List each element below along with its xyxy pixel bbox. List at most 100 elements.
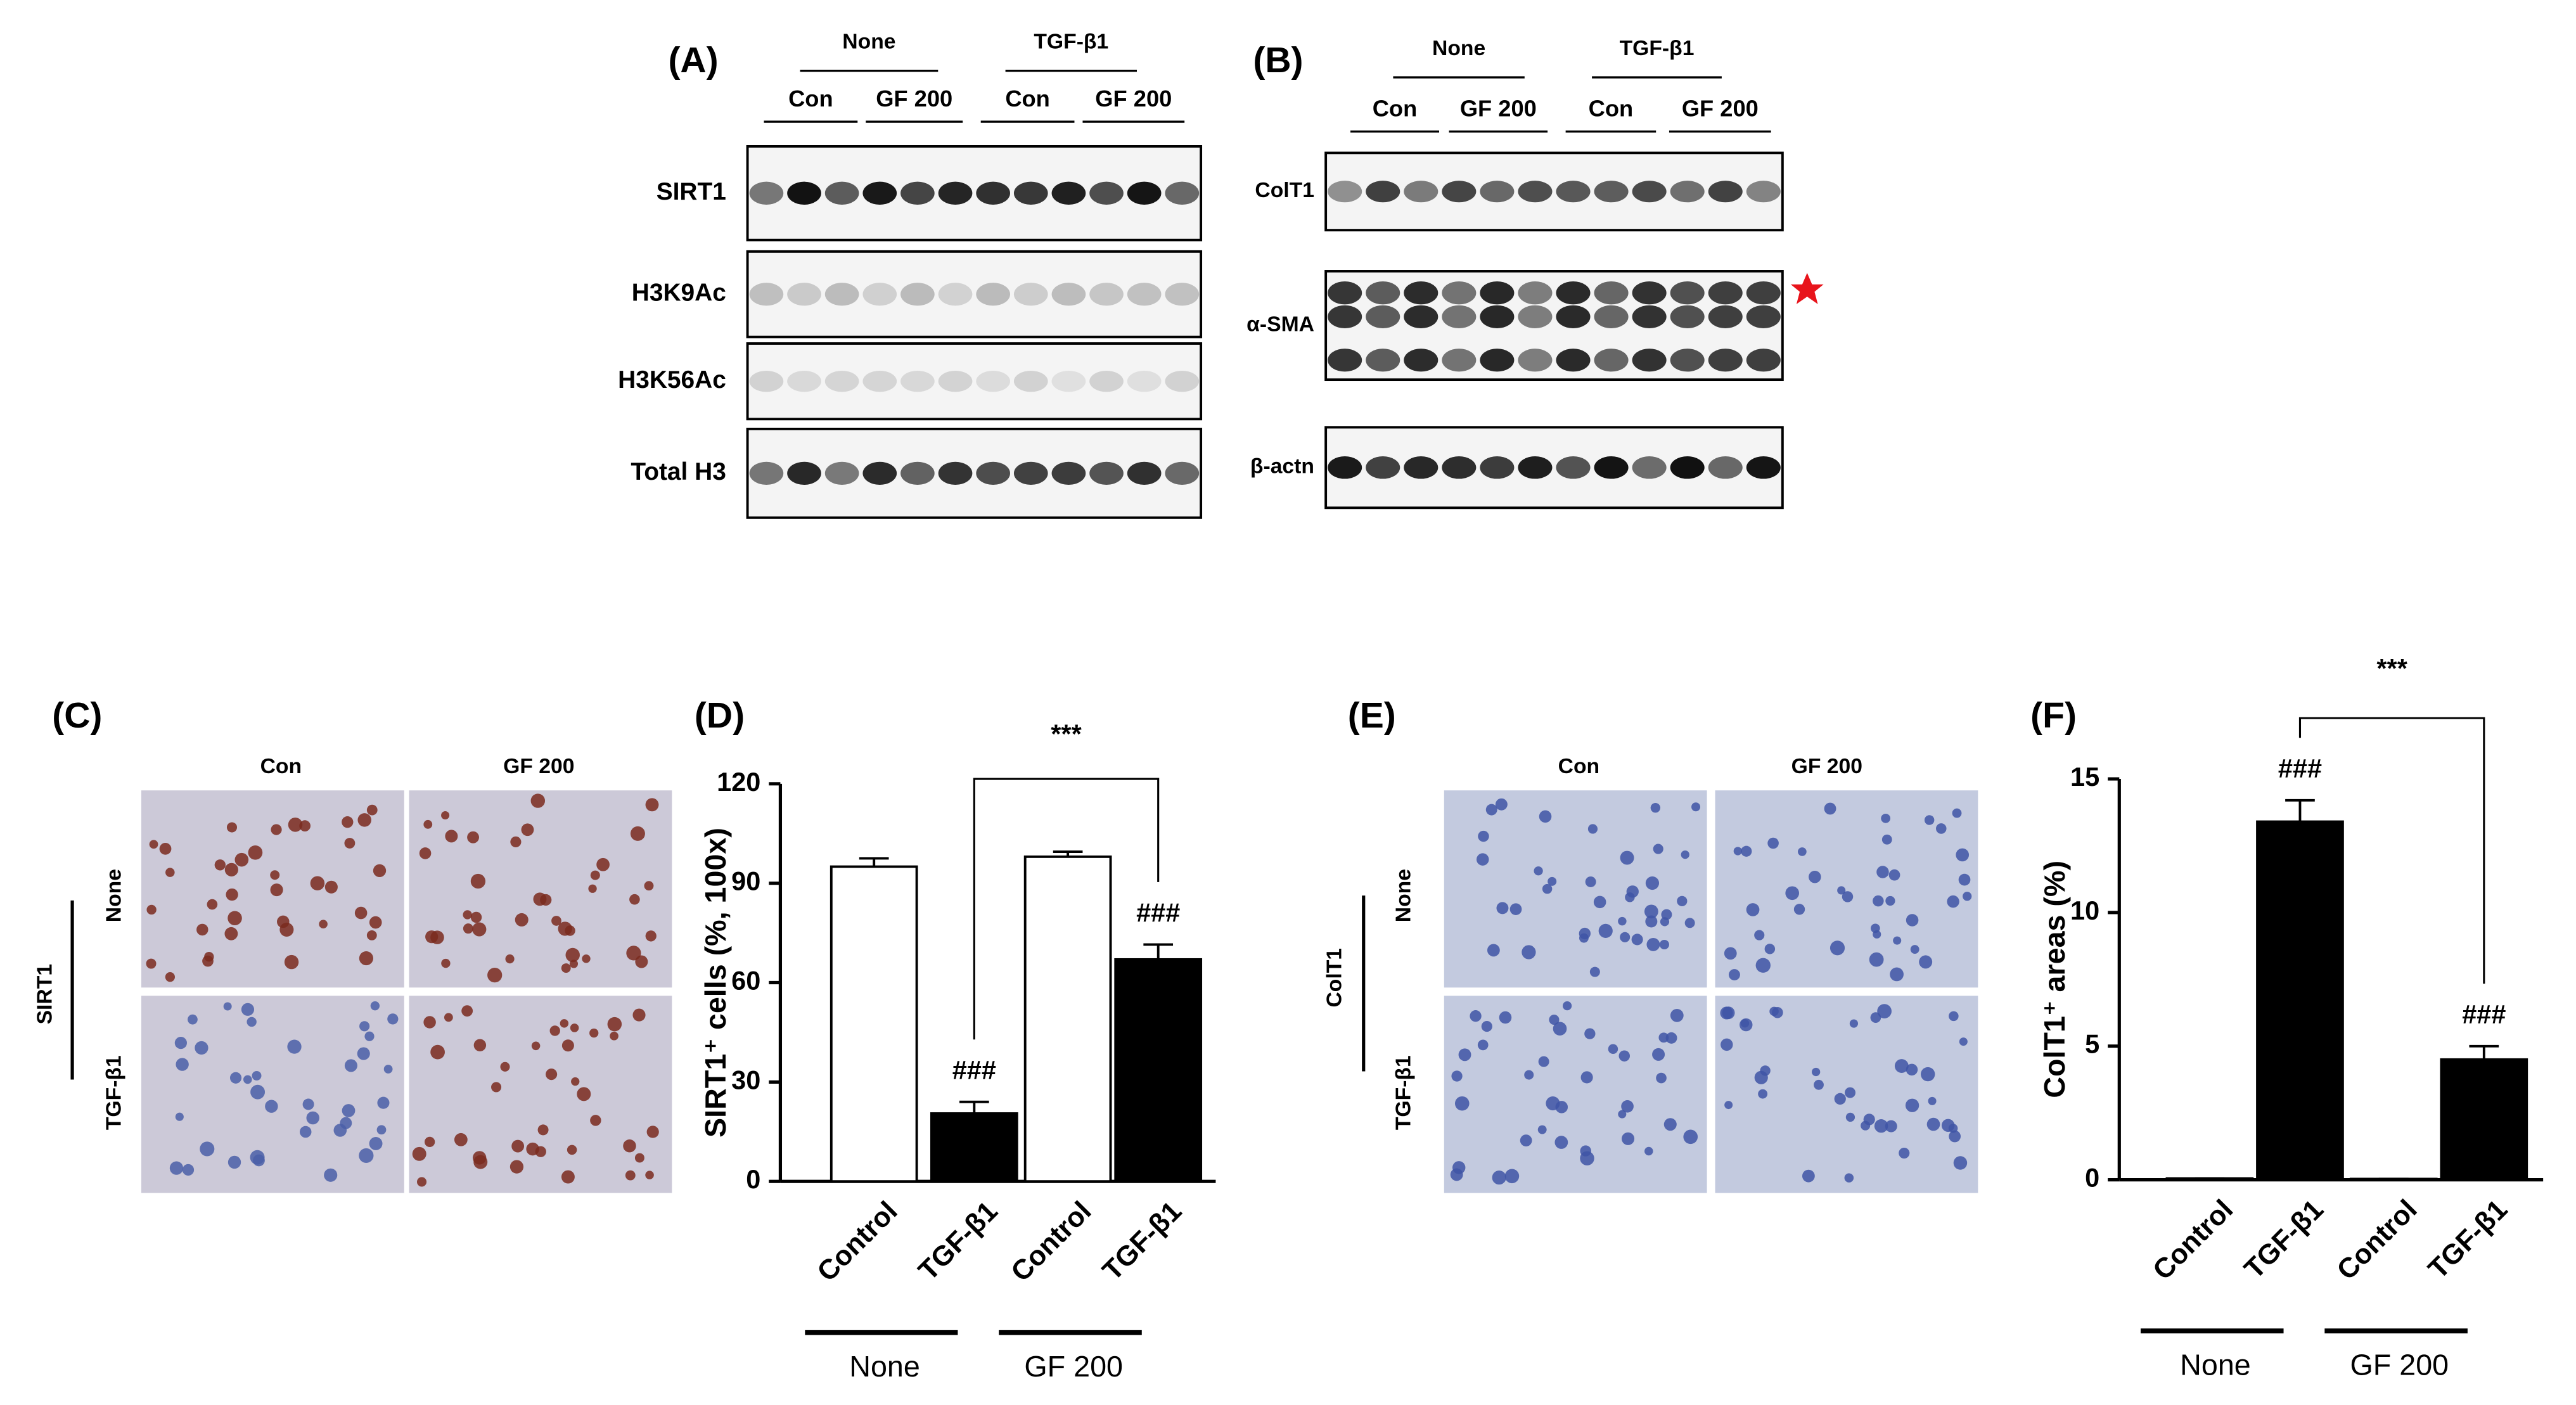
bracket — [2298, 717, 2485, 984]
band — [862, 283, 897, 306]
band — [1594, 181, 1629, 203]
group-label: None — [2180, 1348, 2251, 1381]
cell — [630, 826, 645, 841]
bar — [2256, 820, 2344, 1181]
cell — [324, 1168, 338, 1182]
cell — [223, 1002, 232, 1011]
cell — [357, 1047, 370, 1060]
y-tick-label: 120 — [717, 767, 760, 797]
cell — [226, 888, 238, 901]
subgroup-label: GF 200 — [876, 86, 952, 112]
cell — [1670, 1008, 1684, 1022]
cell — [1644, 904, 1658, 919]
bar — [930, 1112, 1018, 1183]
band — [1442, 305, 1477, 328]
cell — [570, 1023, 579, 1032]
cell — [248, 845, 263, 860]
cell — [344, 1059, 357, 1072]
cell — [561, 963, 571, 973]
band — [1518, 349, 1553, 372]
bar — [1023, 855, 1112, 1183]
cell — [1724, 947, 1737, 960]
band — [1051, 283, 1086, 306]
column-label: GF 200 — [503, 754, 574, 778]
blot-row-label: Total H3 — [631, 458, 726, 485]
cell — [1478, 830, 1489, 842]
cell — [196, 923, 208, 936]
blot-row-label: H3K56Ac — [618, 366, 726, 394]
cell — [243, 1075, 252, 1084]
cell — [511, 1139, 525, 1153]
cell — [1509, 903, 1522, 916]
cell — [1496, 902, 1509, 914]
cell — [1881, 834, 1892, 845]
cell — [175, 1112, 184, 1121]
cell — [253, 1154, 265, 1167]
cell — [1646, 937, 1660, 951]
cell — [1928, 1096, 1937, 1105]
cell — [1829, 940, 1845, 956]
band — [824, 283, 859, 306]
cell — [1741, 845, 1752, 857]
band — [1165, 181, 1200, 205]
subgroup-label: Con — [788, 86, 833, 112]
bracket-label: *** — [2376, 653, 2407, 683]
cell — [1608, 1044, 1618, 1055]
cell — [1947, 895, 1959, 908]
cell — [1845, 1112, 1855, 1122]
cell — [423, 1016, 436, 1029]
cell — [551, 916, 561, 926]
subgroup-label: Con — [1005, 86, 1050, 112]
cell — [635, 955, 648, 968]
cell — [549, 1025, 560, 1036]
blot — [746, 342, 1203, 421]
cell — [607, 1017, 622, 1032]
cell — [430, 930, 444, 944]
cell — [467, 831, 479, 844]
row-label: None — [101, 869, 125, 922]
band — [976, 283, 1010, 306]
band — [1708, 456, 1743, 479]
band — [1442, 181, 1477, 203]
band — [787, 461, 821, 485]
cell — [1661, 909, 1672, 920]
cell — [1910, 945, 1919, 954]
cell — [419, 847, 432, 859]
band — [1746, 181, 1781, 203]
band — [1404, 456, 1439, 479]
cell — [521, 823, 534, 837]
cell — [366, 804, 378, 816]
cell — [561, 1039, 574, 1052]
cell — [646, 1126, 659, 1138]
band — [749, 283, 784, 306]
band — [1404, 281, 1439, 305]
cell — [265, 1100, 278, 1113]
cell — [1656, 1072, 1667, 1084]
cell — [1584, 1028, 1596, 1039]
cell — [324, 880, 338, 894]
cell — [1477, 1039, 1489, 1051]
blot-row-label: H3K9Ac — [632, 279, 726, 307]
cell — [461, 1005, 473, 1017]
cell — [1844, 1173, 1854, 1183]
cell — [1621, 1100, 1634, 1113]
band — [1328, 349, 1362, 372]
cell — [284, 954, 299, 970]
cell — [1450, 1168, 1463, 1181]
cell — [364, 1031, 375, 1041]
cell — [377, 1096, 390, 1109]
cell — [1650, 802, 1661, 813]
band — [1366, 181, 1400, 203]
band — [1480, 181, 1515, 203]
cell — [1495, 798, 1508, 811]
cell — [1814, 1079, 1824, 1090]
band — [1746, 349, 1781, 372]
cell — [1729, 969, 1740, 980]
cell — [1740, 1019, 1750, 1028]
cell — [505, 954, 515, 964]
row-label: None — [1391, 869, 1415, 922]
blot-row-label: ColT1 — [1255, 178, 1314, 202]
cell — [589, 1028, 599, 1038]
